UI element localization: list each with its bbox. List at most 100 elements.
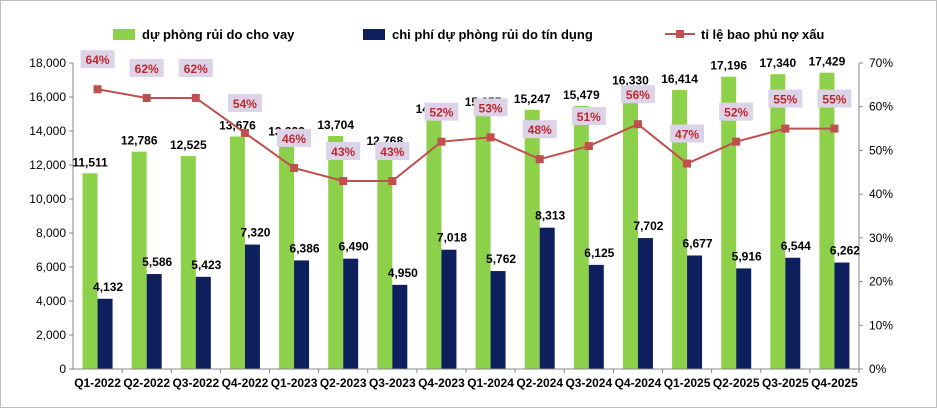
- data-label-credit-provision-cost: 6,125: [584, 246, 614, 260]
- x-tick-label: Q3-2024: [565, 376, 612, 390]
- bar-loan-provision: [82, 173, 98, 369]
- data-label-credit-provision-cost: 5,586: [142, 255, 172, 269]
- bar-credit-provision-cost: [637, 238, 653, 369]
- x-tick-label: Q1-2023: [271, 376, 318, 390]
- y-left-tick-label: 8,000: [36, 226, 66, 240]
- bar-credit-provision-cost: [736, 268, 752, 369]
- data-label-credit-provision-cost: 7,702: [633, 219, 663, 233]
- coverage-marker: [93, 85, 102, 94]
- bars: 11,511 4,132 12,786 5,586 12,525 5,423 13,676 7…: [72, 55, 860, 370]
- data-label-credit-provision-cost: 4,132: [93, 280, 123, 294]
- y-right-tick-label: 60%: [869, 100, 893, 114]
- bar-loan-provision: [229, 136, 245, 369]
- coverage-marker: [191, 93, 200, 102]
- y-right-tick-label: 70%: [869, 56, 893, 70]
- bar-loan-provision: [770, 74, 786, 369]
- data-label-credit-provision-cost: 6,262: [830, 244, 860, 258]
- coverage-label-box: [571, 107, 606, 126]
- x-tick-label: Q4-2024: [615, 376, 662, 390]
- coverage-label: 64%: [86, 53, 110, 67]
- y-left-tick-label: 16,000: [29, 90, 66, 104]
- data-label-loan-provision: 17,196: [710, 59, 747, 73]
- x-tick-label: Q3-2025: [762, 376, 809, 390]
- coverage-marker: [781, 124, 790, 133]
- data-label-loan-provision: 11,511: [72, 155, 108, 169]
- coverage-marker: [535, 155, 544, 164]
- coverage-label: 55%: [773, 93, 797, 107]
- bar-credit-provision-cost: [343, 258, 359, 369]
- coverage-label-box: [473, 98, 508, 117]
- y-left-axis: 0 2,000 4,000 6,000 8,000 10,000 12,000 14,000 1…: [29, 56, 74, 376]
- bar-loan-provision: [131, 151, 147, 369]
- coverage-marker: [142, 93, 151, 102]
- coverage-label: 43%: [380, 145, 404, 159]
- y-left-tick-label: 10,000: [29, 192, 66, 206]
- coverage-label: 56%: [626, 88, 650, 102]
- coverage-label-box: [768, 89, 803, 108]
- coverage-label-box: [326, 142, 361, 161]
- coverage-line: 64% 62% 62% 54% 46% 43% 43% 52% 53% 48% 51% 56% 47% 5…: [80, 50, 852, 186]
- data-label-credit-provision-cost: 5,423: [191, 258, 221, 272]
- data-label-credit-provision-cost: 6,490: [339, 240, 369, 254]
- coverage-marker: [437, 137, 446, 146]
- coverage-label: 52%: [429, 106, 453, 120]
- data-label-credit-provision-cost: 5,916: [732, 249, 762, 263]
- bar-loan-provision: [524, 109, 540, 370]
- legend-label-credit-provision-cost: chi phí dự phòng rủi do tín dụng: [392, 27, 593, 42]
- coverage-label-box: [129, 58, 164, 77]
- y-right-tick-label: 10%: [869, 318, 893, 332]
- data-label-loan-provision: 12,525: [170, 138, 207, 152]
- data-label-loan-provision: 15,479: [563, 88, 600, 102]
- coverage-label: 62%: [135, 62, 159, 76]
- bar-credit-provision-cost: [195, 276, 211, 369]
- coverage-marker: [830, 124, 839, 133]
- bar-credit-provision-cost: [97, 298, 113, 369]
- data-label-loan-provision: 17,429: [809, 55, 846, 69]
- x-tick-label: Q2-2025: [713, 376, 760, 390]
- coverage-label-box: [620, 85, 655, 104]
- bar-loan-provision: [377, 151, 393, 369]
- coverage-marker: [732, 137, 741, 146]
- x-tick-label: Q3-2023: [369, 376, 416, 390]
- bar-credit-provision-cost: [392, 284, 408, 369]
- y-right-axis: 0% 10% 20% 30% 40% 50% 60% 70%: [858, 56, 893, 376]
- data-label-credit-provision-cost: 4,950: [388, 266, 418, 280]
- bar-loan-provision: [721, 76, 737, 369]
- data-label-loan-provision: 12,786: [121, 134, 158, 148]
- data-label-credit-provision-cost: 6,386: [290, 241, 320, 255]
- legend-swatch-loan-provision: [113, 29, 135, 40]
- legend-label-coverage: tỉ lệ bao phủ nợ xấu: [701, 27, 824, 42]
- bar-credit-provision-cost: [588, 264, 604, 369]
- bar-loan-provision: [819, 72, 835, 369]
- coverage-marker: [683, 159, 692, 168]
- coverage-marker: [584, 142, 593, 151]
- bar-credit-provision-cost: [834, 262, 850, 369]
- bar-credit-provision-cost: [146, 274, 162, 369]
- legend-marker-coverage: [676, 30, 684, 38]
- bar-credit-provision-cost: [441, 249, 457, 369]
- coverage-label-box: [522, 120, 557, 139]
- bar-loan-provision: [573, 105, 589, 370]
- y-left-tick-label: 12,000: [29, 158, 66, 172]
- coverage-line-path: [97, 88, 835, 183]
- data-label-credit-provision-cost: 6,544: [781, 239, 811, 253]
- y-right-tick-label: 20%: [869, 275, 893, 289]
- y-right-tick-label: 50%: [869, 143, 893, 157]
- data-label-credit-provision-cost: 5,762: [486, 252, 516, 266]
- y-left-tick-label: 14,000: [29, 124, 66, 138]
- coverage-label: 62%: [184, 62, 208, 76]
- y-left-tick-label: 0: [59, 362, 66, 376]
- coverage-label: 53%: [479, 101, 503, 115]
- coverage-label-box: [719, 102, 754, 121]
- coverage-marker: [633, 120, 642, 129]
- coverage-marker: [240, 128, 249, 137]
- coverage-marker: [290, 163, 299, 172]
- legend-swatch-credit-provision-cost: [363, 29, 385, 40]
- coverage-label-box: [178, 58, 213, 77]
- data-label-loan-provision: 13,676: [219, 119, 256, 133]
- x-tick-label: Q2-2022: [123, 376, 170, 390]
- x-axis: Q1-2022 Q2-2022 Q3-2022 Q4-2022 Q1-2023 Q2-20…: [73, 368, 860, 390]
- coverage-label-box: [670, 124, 705, 143]
